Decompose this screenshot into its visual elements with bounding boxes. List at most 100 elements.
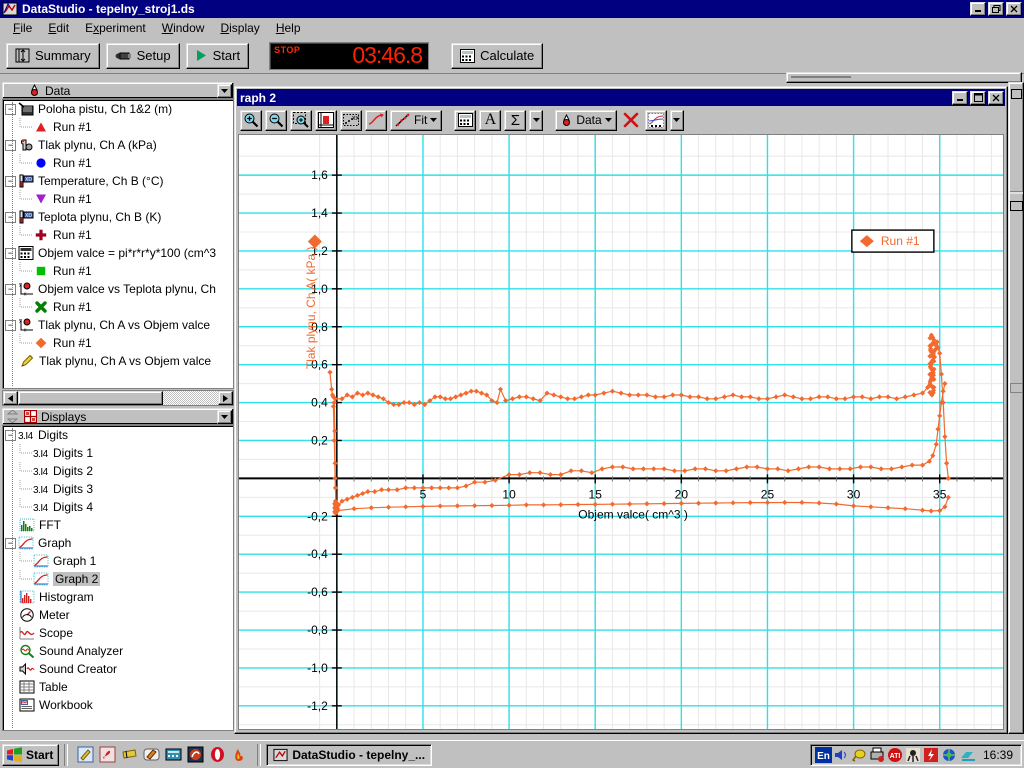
ati-icon[interactable]: ATI (887, 747, 903, 763)
monitor-icon[interactable] (959, 747, 975, 763)
start-button[interactable]: Start (185, 42, 250, 69)
scroll-right-arrow[interactable] (218, 391, 233, 405)
minimize-button[interactable] (970, 2, 986, 16)
settings-dropdown-arrow[interactable] (669, 109, 684, 131)
displays-panel-dropdown[interactable] (217, 409, 232, 424)
close-button[interactable] (1006, 2, 1022, 16)
tree-expander[interactable]: − (5, 103, 16, 115)
tree-item[interactable]: Histogram (3, 588, 233, 606)
tree-item[interactable]: − Graph (3, 534, 233, 552)
start-button-taskbar[interactable]: Start (2, 743, 60, 766)
netscape-icon[interactable] (187, 746, 204, 763)
graph-calculator-icon[interactable] (454, 109, 477, 131)
tree-expander[interactable]: − (5, 429, 16, 441)
graph-title-bar[interactable]: raph 2 (237, 89, 1005, 106)
tree-item[interactable]: Graph 1 (3, 552, 233, 570)
tree-expander[interactable]: − (5, 537, 16, 549)
paint-icon[interactable] (143, 746, 160, 763)
data-panel-dropdown[interactable] (217, 83, 232, 98)
tree-item[interactable]: Table (3, 678, 233, 696)
restore-button[interactable] (988, 2, 1004, 16)
volume-icon[interactable] (833, 747, 849, 763)
annotation-icon[interactable]: A (479, 109, 502, 131)
tree-item[interactable]: − Objem valce = pi*r*r*y*100 (cm^3 (3, 244, 233, 262)
tree-item[interactable]: Run #1 (3, 118, 233, 136)
tree-item[interactable]: − XD Teplota plynu, Ch B (K) (3, 208, 233, 226)
tree-item[interactable]: − Poloha pistu, Ch 1&2 (m) (3, 100, 233, 118)
hscroll-track[interactable] (163, 391, 218, 405)
acrobat-icon[interactable] (99, 746, 116, 763)
remove-icon[interactable] (620, 110, 642, 131)
flame-icon[interactable] (231, 746, 248, 763)
summary-button[interactable]: Summary (6, 42, 100, 69)
data-button[interactable]: Data (555, 109, 617, 131)
menu-experiment[interactable]: Experiment (85, 21, 146, 35)
tree-item[interactable]: Run #1 (3, 154, 233, 172)
tree-item[interactable]: Run #1 (3, 298, 233, 316)
tree-item[interactable]: −3.I4 Digits (3, 426, 233, 444)
tree-item-selected[interactable]: Graph 2 (3, 570, 233, 588)
menu-help[interactable]: Help (275, 21, 301, 35)
language-indicator[interactable]: En (814, 746, 832, 763)
tree-item[interactable]: − Tlak plynu, Ch A (kPa) (3, 136, 233, 154)
tree-item[interactable]: Run #1 (3, 226, 233, 244)
tree-item[interactable]: Workbook (3, 696, 233, 714)
scale-to-fit-icon[interactable] (315, 109, 337, 131)
key-icon[interactable] (851, 747, 867, 763)
menu-edit[interactable]: Edit (48, 21, 70, 35)
settings-graph-icon[interactable] (644, 109, 667, 131)
menu-file[interactable]: File (13, 21, 33, 35)
scroll-left-arrow[interactable] (3, 391, 18, 405)
data-panel-header[interactable]: Data (2, 82, 234, 99)
plot-svg[interactable]: 1,61,41,21,00,80,60,40,2-0,2-0,4-0,6-0,8… (239, 135, 1004, 730)
tree-item[interactable]: Run #1 (3, 262, 233, 280)
tree-item[interactable]: Meter (3, 606, 233, 624)
tree-item[interactable]: Tlak plynu, Ch A vs Objem valce (3, 352, 233, 370)
winzip-icon[interactable] (121, 746, 138, 763)
editor-icon[interactable] (77, 746, 94, 763)
tree-item[interactable]: Run #1 (3, 190, 233, 208)
tree-item[interactable]: Run #1 (3, 334, 233, 352)
data-selection-icon[interactable]: xx (340, 109, 362, 131)
tree-expander[interactable]: − (5, 247, 16, 259)
antivirus-icon[interactable] (905, 747, 921, 763)
plot-area[interactable]: 1,6 1,4 1,2 1,0 0,8 0,6 0,4 0,2 -0,2 -0,4 -0,6 -0,8… (238, 134, 1004, 730)
hscroll-thumb[interactable] (18, 391, 163, 405)
tree-expander[interactable]: − (5, 319, 16, 331)
displays-panel-header[interactable]: Displays (2, 408, 234, 425)
tree-item[interactable]: − XD Temperature, Ch B (°C) (3, 172, 233, 190)
statistics-dropdown-arrow[interactable] (529, 109, 544, 131)
setup-button[interactable]: Setup (105, 42, 180, 69)
graph-close-button[interactable] (988, 90, 1004, 105)
data-dropdown-arrow[interactable] (604, 118, 612, 122)
graph-minimize-button[interactable] (952, 90, 968, 105)
splitter-grip-icon[interactable] (6, 410, 19, 423)
tree-item[interactable]: Sound Creator (3, 660, 233, 678)
smart-tool-icon[interactable] (365, 109, 387, 131)
alert-icon[interactable] (923, 747, 939, 763)
zoom-out-icon[interactable] (265, 109, 287, 131)
fit-button[interactable]: Fit (390, 109, 443, 131)
tree-item[interactable]: Scope (3, 624, 233, 642)
graph-maximize-button[interactable] (970, 90, 986, 105)
fit-dropdown-arrow[interactable] (430, 118, 438, 122)
menu-window[interactable]: Window (161, 21, 205, 35)
taskbar-task-datastudio[interactable]: DataStudio - tepelny_... (266, 743, 433, 766)
printer-icon[interactable] (869, 747, 885, 763)
zoom-select-icon[interactable] (290, 109, 312, 131)
statistics-icon[interactable]: Σ (504, 109, 527, 131)
tree-expander[interactable]: − (5, 283, 16, 295)
calculator-icon-ql[interactable] (165, 746, 182, 763)
menu-display[interactable]: Display (220, 21, 260, 35)
tree-item[interactable]: Sound Analyzer (3, 642, 233, 660)
network-icon[interactable] (941, 747, 957, 763)
opera-icon[interactable] (209, 746, 226, 763)
tree-expander[interactable]: − (5, 175, 16, 187)
tree-expander[interactable]: − (5, 211, 16, 223)
tree-item[interactable]: 3.I4 Digits 2 (3, 462, 233, 480)
displays-tree[interactable]: −3.I4 Digits 3.I4 Digits 1 3.I4 Digits 2 3.I4 D… (2, 425, 234, 731)
tree-item[interactable]: FFT (3, 516, 233, 534)
tree-item[interactable]: 3.I4 Digits 4 (3, 498, 233, 516)
legend[interactable]: Run #1 (851, 229, 935, 253)
tree-item[interactable]: 3.I4 Digits 1 (3, 444, 233, 462)
